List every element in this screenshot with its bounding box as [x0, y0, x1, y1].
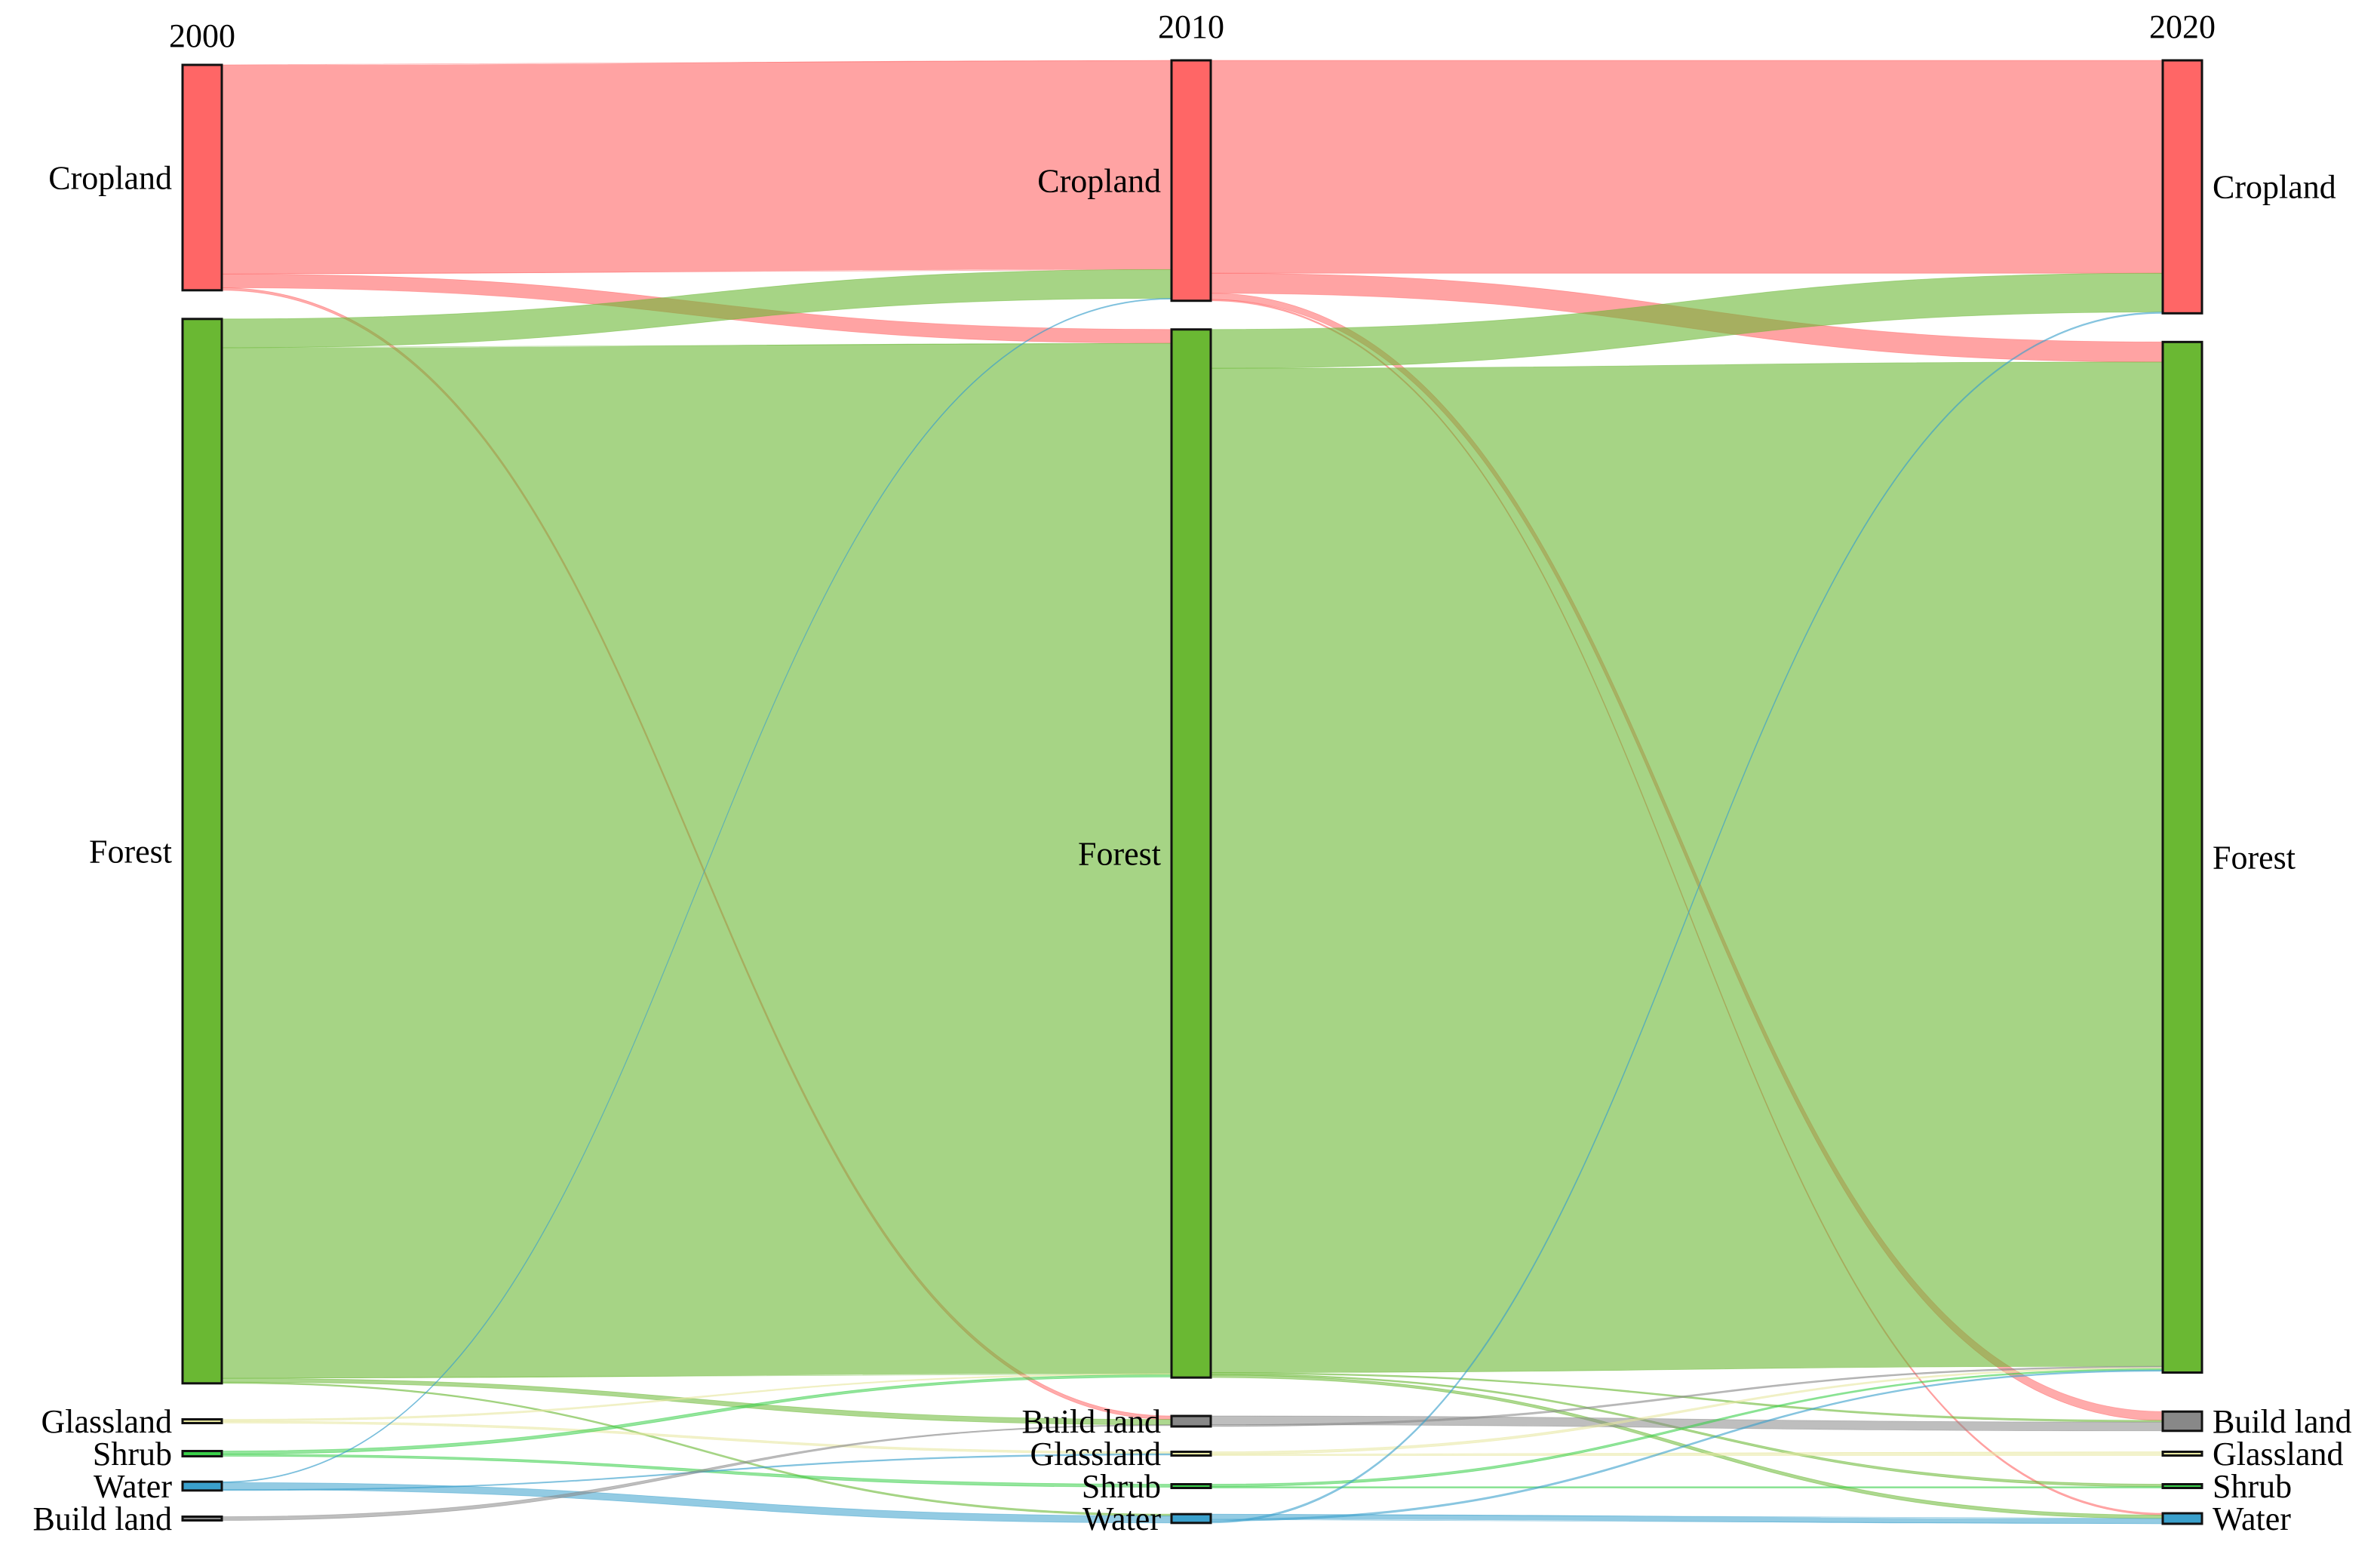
label-2020-water: Water — [2213, 1500, 2291, 1537]
node-2010-build-land — [1170, 1414, 1212, 1428]
flow-links — [221, 60, 2163, 1525]
label-2000-water: Water — [94, 1468, 172, 1505]
year-labels: 2000 2010 2020 — [169, 8, 2216, 54]
node-2020-water — [2161, 1512, 2203, 1525]
node-2010-forest — [1170, 328, 1212, 1379]
label-2020-build-land: Build land — [2213, 1403, 2352, 1440]
link-2010-shrub-to-2020-shrub — [1210, 1486, 2163, 1488]
link-2000-forest-to-2010-forest — [221, 342, 1172, 1379]
label-2020-forest: Forest — [2213, 839, 2296, 876]
label-2020-glassland: Glassland — [2213, 1436, 2344, 1473]
node-2000-shrub — [181, 1450, 223, 1457]
node-2000-cropland — [181, 63, 223, 292]
label-2010-shrub: Shrub — [1082, 1468, 1161, 1505]
link-2010-cropland-to-2020-cropland — [1210, 60, 2163, 274]
node-2010-glassland — [1170, 1451, 1212, 1457]
link-2010-glassland-to-2020-glassland — [1210, 1451, 2163, 1456]
link-2010-water-to-2020-forest — [1210, 1369, 2163, 1522]
label-2000-cropland: Cropland — [48, 159, 172, 196]
label-2020-cropland: Cropland — [2213, 169, 2336, 206]
node-2010-cropland — [1170, 59, 1212, 302]
label-2010-forest: Forest — [1078, 835, 1161, 872]
label-2010-build-land: Build land — [1021, 1403, 1161, 1440]
node-2020-cropland — [2161, 59, 2203, 315]
node-2010-shrub — [1170, 1483, 1212, 1489]
label-2010-cropland: Cropland — [1037, 162, 1161, 199]
node-2000-forest — [181, 318, 223, 1385]
node-2000-water — [181, 1480, 223, 1492]
year-label-2010: 2010 — [1158, 8, 1224, 45]
node-2020-forest — [2161, 340, 2203, 1374]
label-2000-build-land: Build land — [32, 1500, 172, 1537]
node-2000-glassland — [181, 1418, 223, 1424]
node-2010-water — [1170, 1512, 1212, 1525]
year-label-2000: 2000 — [169, 17, 235, 54]
node-2000-build-land — [181, 1516, 223, 1522]
label-2000-forest: Forest — [89, 833, 172, 870]
node-2020-shrub — [2161, 1483, 2203, 1489]
node-2020-glassland — [2161, 1451, 2203, 1457]
year-label-2020: 2020 — [2149, 8, 2216, 45]
nodes — [181, 59, 2203, 1525]
label-2020-shrub: Shrub — [2213, 1468, 2292, 1505]
label-2000-glassland: Glassland — [41, 1403, 172, 1440]
node-2020-build-land — [2161, 1410, 2203, 1433]
label-2010-glassland: Glassland — [1030, 1436, 1161, 1473]
label-2000-shrub: Shrub — [93, 1436, 172, 1473]
link-2000-cropland-to-2010-cropland — [221, 60, 1172, 275]
link-2010-forest-to-2020-forest — [1210, 361, 2163, 1373]
label-2010-water: Water — [1083, 1500, 1161, 1537]
